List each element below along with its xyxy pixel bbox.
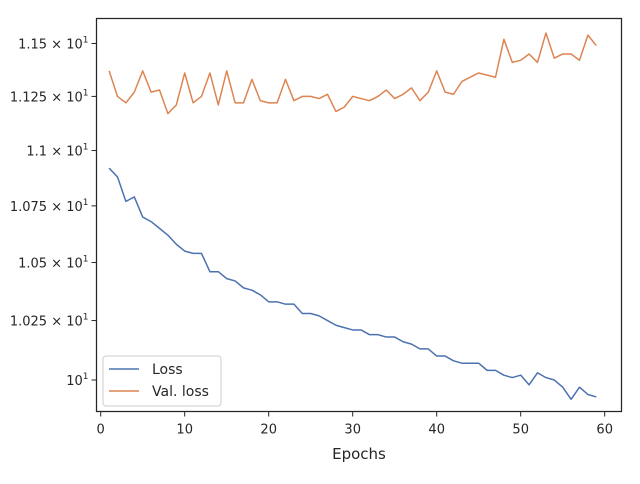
legend-label-loss: Loss (152, 362, 183, 378)
y-tick-label: 1.125 × 101 (10, 88, 89, 105)
y-tick-label: 1.1 × 101 (26, 143, 88, 160)
x-tick-label: 20 (260, 423, 277, 438)
legend-label-val-loss: Val. loss (152, 384, 209, 400)
legend: Loss Val. loss (102, 355, 222, 407)
x-tick-label: 10 (176, 423, 193, 438)
y-tick-label: 1.075 × 101 (10, 198, 89, 215)
x-axis-label: Epochs (332, 445, 386, 463)
y-tick-label: 1.15 × 101 (18, 35, 88, 52)
x-tick-label: 50 (512, 423, 529, 438)
x-tick-label: 60 (596, 423, 613, 438)
series-line-loss (108, 167, 597, 401)
y-tick-label: 1.05 × 101 (18, 255, 88, 272)
y-tick-label: 101 (66, 372, 88, 389)
x-tick-label: 0 (97, 423, 105, 438)
x-tick-label: 40 (428, 423, 445, 438)
x-tick-label: 30 (344, 423, 361, 438)
y-tick-label: 1.025 × 101 (10, 313, 89, 330)
plot-frame (95, 17, 623, 413)
series-line-val-loss (108, 32, 597, 115)
